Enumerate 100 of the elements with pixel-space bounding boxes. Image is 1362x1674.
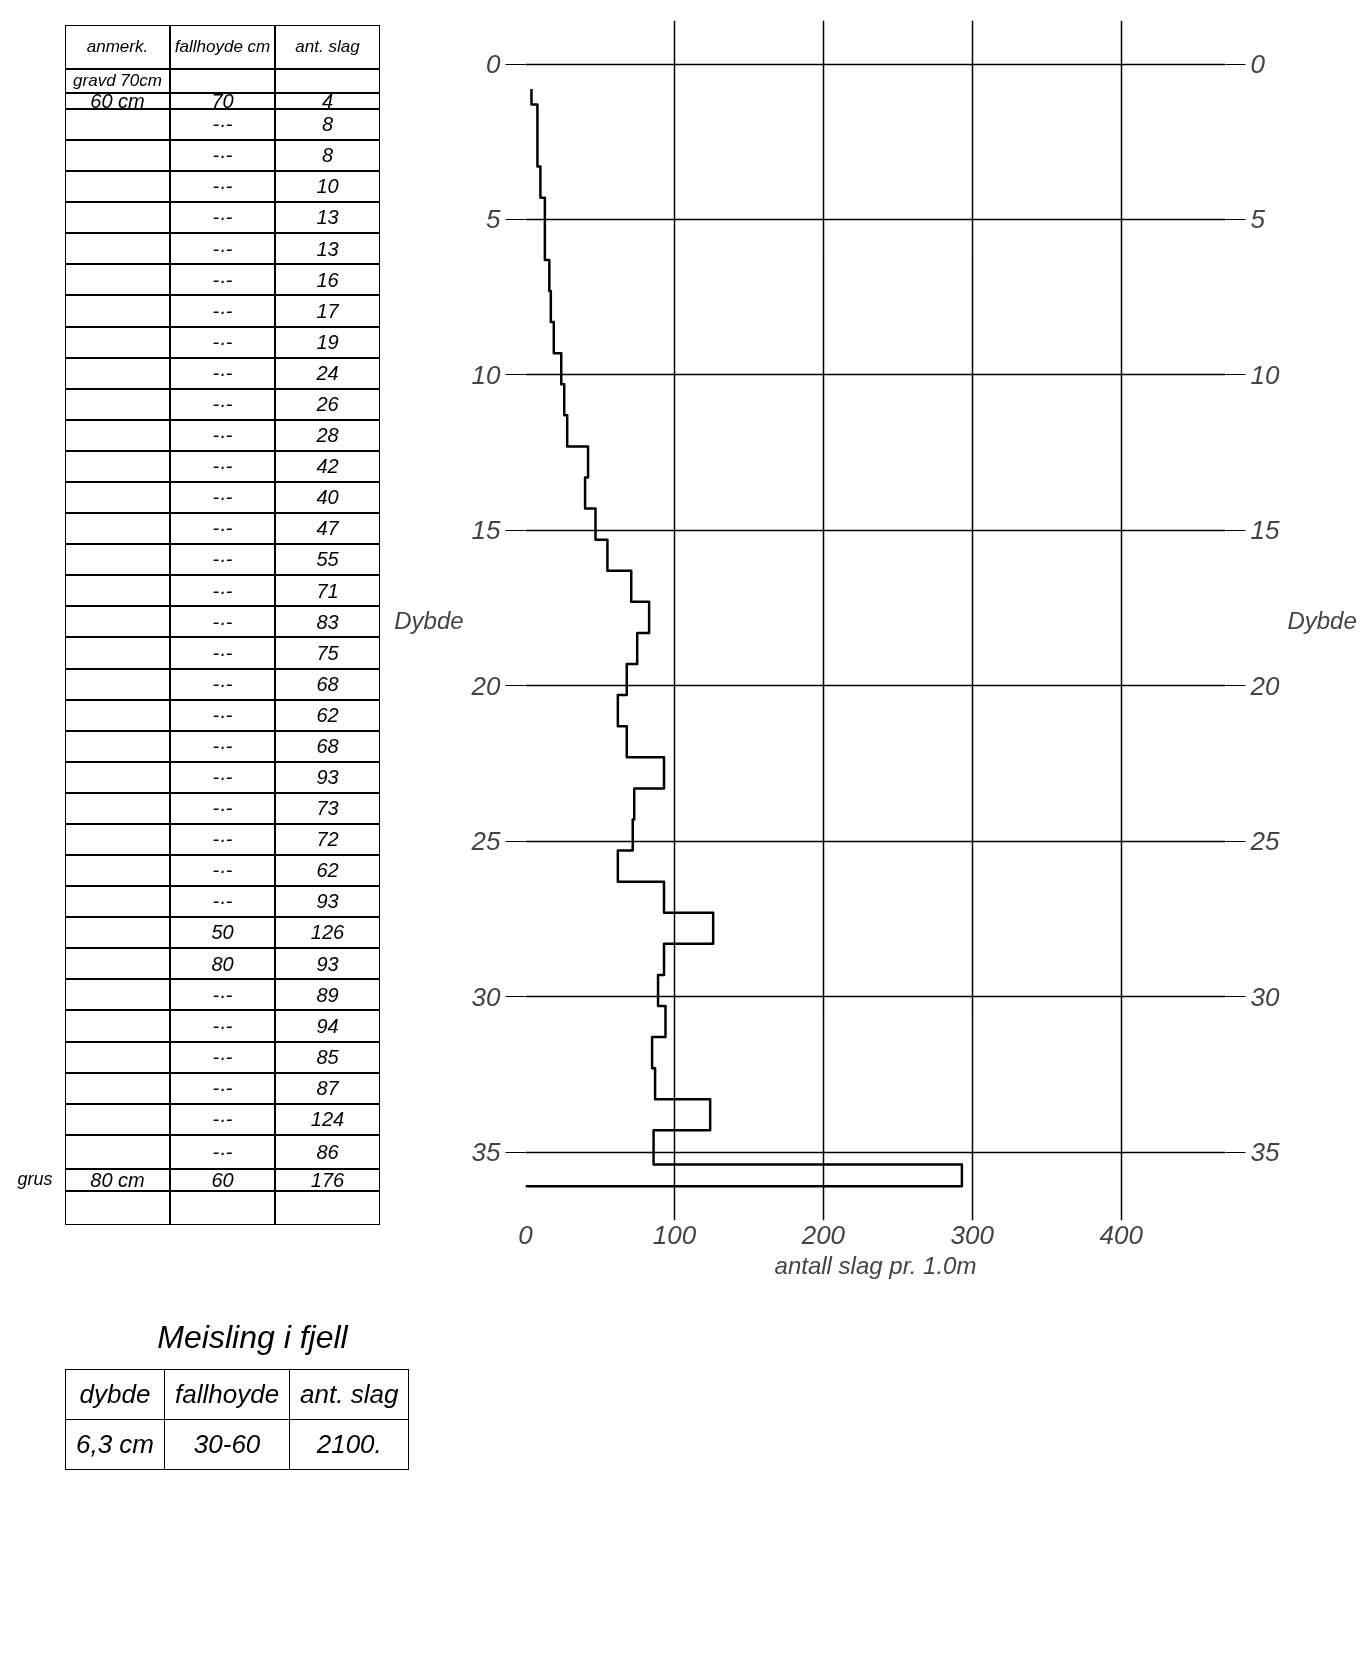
text: fallhoyde cm [170,25,275,69]
y2-tick-label: 25 [1249,826,1280,857]
text: -·- [170,233,275,265]
text: -·- [170,823,275,856]
x-tick-label: 300 [950,1219,995,1250]
text: 8 [321,113,334,136]
text: 89 [275,979,380,1011]
text: 85 [275,1041,380,1073]
text: 26 [275,388,380,420]
text: 72 [275,823,380,856]
text: 80 cm [65,1168,170,1191]
text: 80 [170,948,275,980]
text: -·- [170,699,275,731]
x-tick-label: 0 [518,1219,534,1250]
text: -·- [212,113,233,136]
y2-tick-label: 30 [1250,981,1280,1012]
y-tick-label: 30 [471,981,502,1012]
x-tick-label: 100 [652,1219,697,1250]
y-tick-label: 5 [486,204,502,235]
text: 83 [275,606,380,638]
x-axis-title: antall slag pr. 1.0m [774,1251,977,1279]
text: 47 [275,513,380,545]
text: -·- [170,637,275,669]
text: 55 [275,544,380,576]
text: 126 [275,917,380,949]
text: -·- [170,979,275,1011]
text: 2100. [289,1419,409,1470]
text: 24 [275,357,380,389]
text: -·- [170,606,275,638]
text: 42 [275,450,380,482]
text: 70 [210,89,235,112]
text: -·- [170,388,275,420]
text: 19 [275,326,380,358]
x-tick-label: 400 [1099,1219,1144,1250]
y-tick-label: 0 [486,49,502,80]
text: -·- [170,668,275,700]
text: 28 [275,419,380,451]
text: 60 cm [89,89,146,112]
text: -·- [170,357,275,389]
text: -·- [170,544,275,576]
y2-tick-label: 20 [1249,670,1280,701]
y-axis-title: Dybde [394,607,464,634]
text: 50 [170,917,275,949]
y2-tick-label: 15 [1250,515,1280,546]
y2-tick-label: 0 [1250,49,1266,80]
text: dybde [65,1369,165,1420]
text: 75 [275,637,380,669]
text: -·- [170,575,275,607]
text: gravd 70cm [73,70,162,90]
text: 176 [275,1168,380,1191]
text: 4 [320,89,335,112]
text: -·- [170,1010,275,1042]
text: -·- [170,171,275,203]
y-tick-label: 25 [470,826,502,857]
text: -·- [170,1103,275,1135]
text: 87 [275,1072,380,1104]
text: 71 [275,575,380,607]
text: 93 [275,761,380,793]
text: 6,3 cm [65,1419,165,1470]
text: 68 [275,668,380,700]
text: 17 [275,295,380,327]
text: 30-60 [164,1419,290,1470]
text: 62 [275,855,380,887]
text: 16 [275,264,380,296]
text: -·- [170,450,275,482]
text: 68 [275,730,380,762]
y-tick-label: 20 [470,670,502,701]
text: -·- [170,419,275,451]
text: 124 [275,1103,380,1135]
text: 93 [275,886,380,918]
text: -·- [170,761,275,793]
x-tick-label: 200 [800,1219,846,1250]
text: 8 [275,140,380,172]
text: 93 [275,948,380,980]
text: -·- [170,792,275,824]
text: 62 [275,699,380,731]
text: Meisling i fjell [156,1318,350,1357]
text: 60 [170,1168,275,1191]
y-tick-label: 15 [471,515,502,546]
text: -·- [170,1072,275,1104]
text: anmerk. [65,25,170,69]
y2-tick-label: 35 [1250,1137,1280,1168]
text: 10 [275,171,380,203]
text: 86 [275,1134,380,1170]
text: -·- [170,202,275,234]
text: grus [16,1169,54,1191]
text: -·- [170,295,275,327]
text: 13 [275,233,380,265]
y-tick-label: 10 [471,359,502,390]
text: -·- [170,855,275,887]
text: -·- [170,886,275,918]
y-tick-label: 35 [471,1137,502,1168]
text: -·- [170,730,275,762]
text: -·- [170,513,275,545]
text: -·- [170,140,275,172]
text: 73 [275,792,380,824]
text: -·- [170,326,275,358]
y2-axis-title: Dybde [1287,607,1357,634]
text: -·- [170,264,275,296]
text: fallhoyde [164,1369,290,1420]
